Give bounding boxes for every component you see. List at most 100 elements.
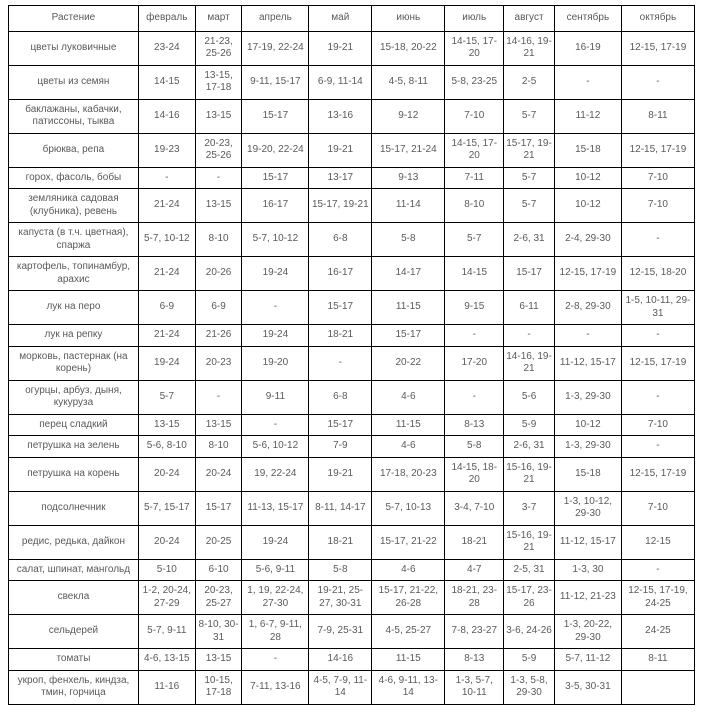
cell: 5-7, 10-13	[372, 491, 445, 525]
cell: 11-15	[372, 414, 445, 436]
cell: 19-20	[242, 346, 309, 380]
cell: 7-10	[621, 189, 694, 223]
cell: 20-26	[195, 257, 242, 291]
cell: -	[554, 325, 621, 347]
cell: 19-21	[309, 457, 372, 491]
cell: 3-4, 7-10	[445, 491, 504, 525]
table-row: цветы из семян14-1513-15, 17-189-11, 15-…	[9, 65, 695, 99]
cell: 8-13	[445, 414, 504, 436]
cell: 14-16	[138, 99, 195, 133]
cell: 1-3, 20-22, 29-30	[554, 615, 621, 649]
cell: -	[138, 167, 195, 189]
cell: 3-5, 30-31	[554, 670, 621, 704]
cell: 3-7	[504, 491, 555, 525]
cell: 5-7, 11-12	[554, 649, 621, 671]
cell: 16-19	[554, 31, 621, 65]
cell: 10-12	[554, 167, 621, 189]
cell: 20-23, 25-27	[195, 581, 242, 615]
cell: 21-26	[195, 325, 242, 347]
cell: 5-7	[138, 380, 195, 414]
cell: 21-24	[138, 257, 195, 291]
cell: 12-15, 17-19	[621, 133, 694, 167]
cell: 13-15	[195, 189, 242, 223]
cell: 13-16	[309, 99, 372, 133]
cell: 2-4, 29-30	[554, 223, 621, 257]
col-apr: апрель	[242, 6, 309, 32]
cell: 1-3, 5-8, 29-30	[504, 670, 555, 704]
cell: 7-8, 23-27	[445, 615, 504, 649]
cell: 15-16, 19-21	[504, 457, 555, 491]
row-label: салат, шпинат, мангольд	[9, 559, 139, 581]
cell: 9-13	[372, 167, 445, 189]
table-row: горох, фасоль, бобы--15-1713-179-137-115…	[9, 167, 695, 189]
cell: 14-16, 19-21	[504, 31, 555, 65]
cell: 12-15	[621, 525, 694, 559]
cell: 7-10	[621, 167, 694, 189]
row-label: баклажаны, кабачки, патиссоны, тыква	[9, 99, 139, 133]
table-row: лук на репку21-2421-2619-2418-2115-17---…	[9, 325, 695, 347]
cell: 8-11	[621, 649, 694, 671]
cell: 20-25	[195, 525, 242, 559]
cell: 9-11, 15-17	[242, 65, 309, 99]
cell: 17-18, 20-23	[372, 457, 445, 491]
cell: 1-3, 10-12, 29-30	[554, 491, 621, 525]
cell: 5-10	[138, 559, 195, 581]
cell: 1, 6-7, 9-11, 28	[242, 615, 309, 649]
table-row: морковь, пастернак (на корень)19-2420-23…	[9, 346, 695, 380]
cell: 5-7, 10-12	[242, 223, 309, 257]
cell: 8-10	[195, 436, 242, 458]
cell: 13-15, 17-18	[195, 65, 242, 99]
cell: 5-8, 23-25	[445, 65, 504, 99]
cell: 11-15	[372, 291, 445, 325]
cell: 21-24	[138, 189, 195, 223]
row-label: брюква, репа	[9, 133, 139, 167]
table-row: томаты4-6, 13-1513-15-14-1611-158-135-95…	[9, 649, 695, 671]
cell: 1-3, 29-30	[554, 380, 621, 414]
cell: 12-15, 17-19	[554, 257, 621, 291]
cell: 1-3, 5-7, 10-11	[445, 670, 504, 704]
cell: 6-9	[138, 291, 195, 325]
table-row: баклажаны, кабачки, патиссоны, тыква14-1…	[9, 99, 695, 133]
cell: 9-12	[372, 99, 445, 133]
cell: 4-7	[445, 559, 504, 581]
cell: 15-18	[554, 133, 621, 167]
cell: 13-15	[195, 649, 242, 671]
table-row: капуста (в т.ч. цветная), спаржа 5-7, 10-…	[9, 223, 695, 257]
cell: 13-15	[195, 99, 242, 133]
cell: 15-17, 19-21	[504, 133, 555, 167]
cell: 5-7, 9-11	[138, 615, 195, 649]
row-label: капуста (в т.ч. цветная), спаржа	[9, 223, 139, 257]
cell: 15-17	[372, 325, 445, 347]
cell: 10-12	[554, 414, 621, 436]
cell: 2-8, 29-30	[554, 291, 621, 325]
cell: 5-7	[504, 189, 555, 223]
cell: 12-15, 17-19	[621, 346, 694, 380]
cell: 23-24	[138, 31, 195, 65]
table-row: цветы луковичные23-2421-23, 25-2617-19, …	[9, 31, 695, 65]
cell: -	[554, 65, 621, 99]
cell: 19-23	[138, 133, 195, 167]
col-mar: март	[195, 6, 242, 32]
table-row: свекла1-2, 20-24, 27-2920-23, 25-271, 19…	[9, 581, 695, 615]
cell: 8-13	[445, 649, 504, 671]
cell: 8-10, 30-31	[195, 615, 242, 649]
cell: 20-23	[195, 346, 242, 380]
cell: -	[621, 380, 694, 414]
cell: 7-10	[621, 414, 694, 436]
cell: 5-7	[445, 223, 504, 257]
cell: 13-17	[309, 167, 372, 189]
row-label: лук на репку	[9, 325, 139, 347]
cell: 1-3, 29-30	[554, 436, 621, 458]
row-label: укроп, фенхель, киндза, тмин, горчица	[9, 670, 139, 704]
cell: 7-11	[445, 167, 504, 189]
cell: 5-8	[309, 559, 372, 581]
cell: 11-12	[554, 99, 621, 133]
cell: 19, 22-24	[242, 457, 309, 491]
cell: -	[621, 223, 694, 257]
col-feb: февраль	[138, 6, 195, 32]
cell: -	[445, 380, 504, 414]
cell: 19-21	[309, 31, 372, 65]
cell: 8-10	[445, 189, 504, 223]
cell: -	[242, 291, 309, 325]
planting-calendar-table: Растение февраль март апрель май июнь ию…	[8, 5, 695, 705]
